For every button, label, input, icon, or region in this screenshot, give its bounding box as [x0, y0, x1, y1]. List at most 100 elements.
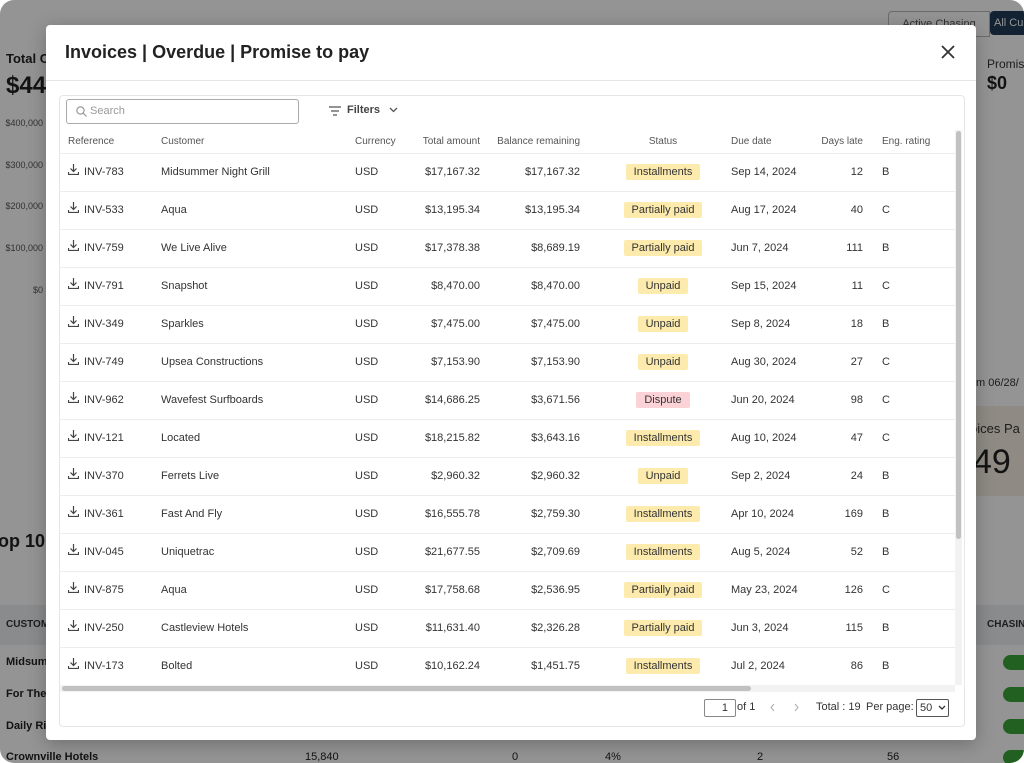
page-input[interactable]: 1	[704, 699, 736, 717]
table-cell: 111	[846, 242, 863, 254]
download-icon[interactable]	[68, 506, 79, 517]
table-cell: USD	[355, 546, 379, 558]
toggle-switch[interactable]	[1003, 719, 1024, 734]
per-page-select[interactable]: 50	[916, 699, 949, 717]
download-glyph	[68, 658, 79, 669]
status-badge: Unpaid	[637, 278, 689, 294]
table-cell: Aug 17, 2024	[731, 204, 797, 216]
column-header[interactable]: Days late	[821, 136, 863, 147]
reference[interactable]: INV-250	[84, 622, 124, 634]
download-icon[interactable]	[68, 468, 79, 479]
reference[interactable]: INV-121	[84, 432, 124, 444]
status-badge: Unpaid	[637, 354, 689, 370]
reference[interactable]: INV-173	[84, 660, 124, 672]
total-label: Total C	[6, 51, 50, 66]
row-line	[59, 457, 955, 458]
toggle-switch[interactable]	[1003, 655, 1024, 670]
table-cell: USD	[355, 204, 379, 216]
table-cell: Located	[161, 432, 201, 444]
page-count: of 1	[737, 701, 756, 713]
reference[interactable]: INV-962	[84, 394, 124, 406]
table-cell: $3,671.56	[531, 394, 580, 406]
page-arrows[interactable]	[769, 703, 805, 712]
table-cell: 115	[845, 622, 863, 634]
download-icon[interactable]	[68, 582, 79, 593]
download-icon[interactable]	[68, 278, 79, 289]
reference[interactable]: INV-783	[84, 166, 124, 178]
table-cell: Apr 10, 2024	[731, 508, 794, 520]
table-cell: $13,195.34	[424, 204, 480, 216]
filter-icon	[329, 106, 341, 116]
download-icon[interactable]	[68, 658, 79, 669]
table-cell: B	[882, 242, 890, 254]
promise-value: $0	[987, 73, 1008, 93]
table-cell: 126	[844, 584, 863, 596]
table-cell: $8,470.00	[531, 280, 580, 292]
column-header[interactable]: Currency	[355, 136, 396, 147]
download-icon[interactable]	[68, 240, 79, 251]
horizontal-scrollbar[interactable]	[62, 686, 751, 691]
reference[interactable]: INV-349	[84, 318, 124, 330]
invoices-label: oices Pa	[970, 421, 1020, 436]
download-icon[interactable]	[68, 620, 79, 631]
download-icon[interactable]	[68, 430, 79, 441]
status-badge: Unpaid	[637, 468, 689, 484]
table-cell: USD	[355, 584, 379, 596]
row-line	[59, 609, 955, 610]
table-cell: USD	[355, 508, 379, 520]
toggle-switch[interactable]	[1003, 687, 1024, 702]
row-line	[59, 533, 955, 534]
reference[interactable]: INV-045	[84, 546, 124, 558]
table-cell: $2,709.69	[531, 546, 580, 558]
vertical-scrollbar[interactable]	[956, 131, 961, 539]
toggle-option-active[interactable]: All Cu	[990, 11, 1024, 35]
table-cell: C	[882, 280, 890, 292]
table-cell: 47	[850, 432, 863, 444]
table-cell: $7,475.00	[531, 318, 580, 330]
reference[interactable]: INV-791	[84, 280, 124, 292]
column-header[interactable]: Status	[648, 136, 678, 147]
close-button[interactable]	[941, 45, 955, 59]
column-header[interactable]: Eng. rating	[882, 136, 931, 147]
table-cell: 169	[844, 508, 863, 520]
download-icon[interactable]	[68, 316, 79, 327]
table-cell: $2,960.32	[431, 470, 480, 482]
table-cell: Sparkles	[161, 318, 204, 330]
table-cell: C	[882, 204, 890, 216]
reference[interactable]: INV-533	[84, 204, 124, 216]
table-header: CUSTOM	[6, 619, 50, 630]
status-badge: Unpaid	[637, 316, 689, 332]
row-cell: 56	[887, 751, 900, 763]
download-glyph	[68, 278, 79, 289]
reference[interactable]: INV-361	[84, 508, 124, 520]
column-header[interactable]: Due date	[731, 136, 772, 147]
search-box[interactable]: Search	[66, 99, 299, 124]
reference[interactable]: INV-370	[84, 470, 124, 482]
column-header[interactable]: Balance remaining	[497, 136, 580, 147]
toggle-switch[interactable]	[1003, 750, 1024, 763]
table-cell: B	[882, 622, 890, 634]
download-icon[interactable]	[68, 392, 79, 403]
column-header[interactable]: Total amount	[422, 136, 480, 147]
header-line	[59, 153, 955, 154]
table-cell: Aug 5, 2024	[731, 546, 791, 558]
column-header[interactable]: Customer	[161, 136, 205, 147]
table-cell: $2,960.32	[531, 470, 580, 482]
download-icon[interactable]	[68, 354, 79, 365]
reference[interactable]: INV-875	[84, 584, 124, 596]
table-cell: 18	[850, 318, 863, 330]
table-cell: $10,162.24	[424, 660, 480, 672]
table-cell: $17,378.38	[424, 242, 480, 254]
column-header[interactable]: Reference	[68, 136, 115, 147]
row-line	[59, 571, 955, 572]
table-cell: Sep 14, 2024	[731, 166, 797, 178]
reference[interactable]: INV-749	[84, 356, 124, 368]
table-cell: Aqua	[161, 584, 187, 596]
download-icon[interactable]	[68, 164, 79, 175]
reference[interactable]: INV-759	[84, 242, 124, 254]
download-icon[interactable]	[68, 202, 79, 213]
table-cell: Sep 15, 2024	[731, 280, 797, 292]
download-icon[interactable]	[68, 544, 79, 555]
table-cell: USD	[355, 166, 379, 178]
axis-label: $400,000	[5, 118, 43, 128]
